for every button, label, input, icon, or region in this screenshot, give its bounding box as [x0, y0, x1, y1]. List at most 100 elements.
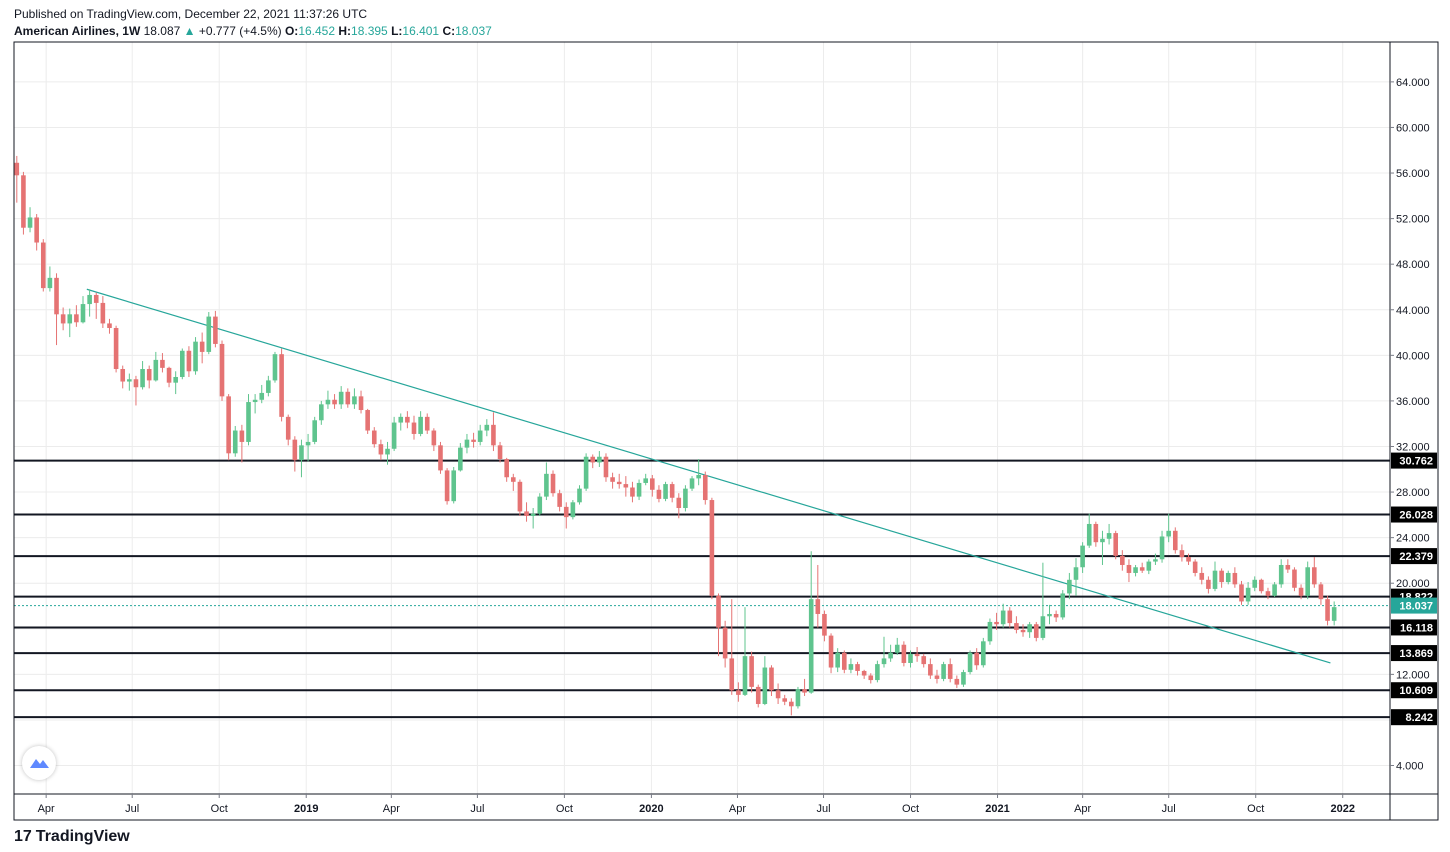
candle-body: [352, 396, 357, 405]
candle-up: [1073, 558, 1079, 596]
candle-body: [120, 369, 126, 382]
candle-up: [636, 479, 642, 501]
candle-up: [908, 650, 913, 668]
candle-body: [451, 470, 457, 502]
candle-body: [1245, 587, 1251, 602]
candle-body: [1199, 572, 1205, 580]
candle-up: [894, 637, 900, 655]
candle-down: [378, 439, 384, 461]
candle-up: [1305, 561, 1310, 600]
price-axis[interactable]: 4.0008.00012.00016.00020.00024.00028.000…: [1390, 77, 1430, 773]
y-tick-label: 48.000: [1396, 259, 1430, 271]
candle-body: [855, 664, 860, 671]
candle-body: [755, 686, 761, 704]
candle-body: [385, 448, 390, 455]
x-tick-label: 2021: [985, 803, 1009, 815]
trendline[interactable]: [86, 288, 1331, 664]
candle-body: [299, 445, 304, 461]
candle-up: [683, 485, 688, 512]
candle-body: [272, 354, 278, 381]
candle-body: [934, 675, 940, 679]
candle-body: [947, 664, 953, 679]
candle-body: [1206, 579, 1211, 589]
candle-down: [93, 292, 99, 319]
candle-down: [914, 647, 920, 662]
candle-body: [636, 482, 642, 497]
candle-body: [1192, 561, 1198, 573]
candle-body: [861, 670, 867, 676]
candle-body: [166, 367, 172, 383]
candle-down: [120, 365, 126, 389]
candle-up: [477, 424, 483, 446]
candle-up: [458, 443, 463, 472]
candles-layer: [14, 155, 1337, 716]
candle-down: [524, 502, 529, 522]
candle-down: [1298, 584, 1304, 600]
candle-up: [272, 351, 278, 383]
candle-body: [616, 481, 622, 485]
candle-down: [21, 171, 26, 235]
candle-body: [285, 416, 291, 440]
low-value: 16.401: [402, 24, 440, 38]
candle-body: [186, 350, 192, 372]
candle-down: [815, 564, 821, 628]
candle-down: [802, 678, 807, 697]
candle-down: [729, 599, 735, 695]
candle-down: [1093, 521, 1099, 547]
candle-body: [875, 664, 880, 681]
candle-body: [87, 294, 92, 305]
candle-body: [510, 477, 516, 482]
candle-down: [656, 485, 662, 503]
candle-down: [822, 610, 827, 642]
outer-frame: [13, 41, 1439, 821]
candle-body: [1133, 567, 1138, 573]
tradingview-logo-icon: 17: [14, 828, 32, 845]
candle-up: [246, 394, 251, 446]
candle-down: [1120, 550, 1125, 571]
candle-down: [789, 698, 794, 716]
candle-down: [994, 612, 999, 630]
candle-down: [239, 424, 245, 463]
candle-up: [1086, 513, 1092, 548]
watermark-logo[interactable]: [22, 746, 56, 780]
candle-down: [1199, 567, 1205, 585]
candle-up: [193, 337, 198, 375]
candle-body: [113, 327, 119, 370]
close-value: 18.037: [455, 24, 492, 38]
candle-body: [742, 656, 748, 695]
candle-down: [226, 394, 231, 461]
candle-down: [219, 340, 225, 401]
y-tick-label: 24.000: [1396, 533, 1430, 545]
candle-body: [199, 341, 205, 352]
candle-down: [1259, 578, 1264, 594]
candle-body: [160, 359, 165, 368]
candle-down: [332, 394, 337, 409]
candle-body: [769, 667, 774, 691]
candle-body: [1000, 610, 1006, 625]
candle-body: [1086, 523, 1092, 546]
candle-up: [319, 400, 324, 425]
candle-down: [107, 318, 112, 334]
candle-body: [1139, 567, 1145, 571]
candle-down: [610, 472, 615, 489]
trendline-layer[interactable]: [86, 288, 1331, 664]
candle-down: [292, 436, 298, 472]
candle-up: [173, 371, 178, 395]
low-label: L:: [391, 24, 403, 38]
candle-up: [352, 388, 357, 409]
tradingview-brand[interactable]: 17 TradingView: [14, 828, 130, 846]
candle-down: [54, 273, 59, 346]
candle-body: [391, 422, 397, 449]
candle-up: [153, 351, 159, 382]
candle-body: [954, 678, 960, 685]
candle-down: [749, 651, 754, 693]
candle-down: [471, 432, 476, 448]
candle-down: [133, 375, 139, 406]
high-value: 18.395: [351, 24, 388, 38]
time-axis[interactable]: Apr Jul Oct 2019 Apr Jul Oct 2020 Apr Jul Oct 2021 A…: [38, 794, 1355, 815]
candle-body: [358, 396, 364, 411]
candle-down: [1292, 567, 1297, 592]
x-tick-label: Jul: [125, 803, 139, 815]
candle-body: [1060, 593, 1066, 618]
